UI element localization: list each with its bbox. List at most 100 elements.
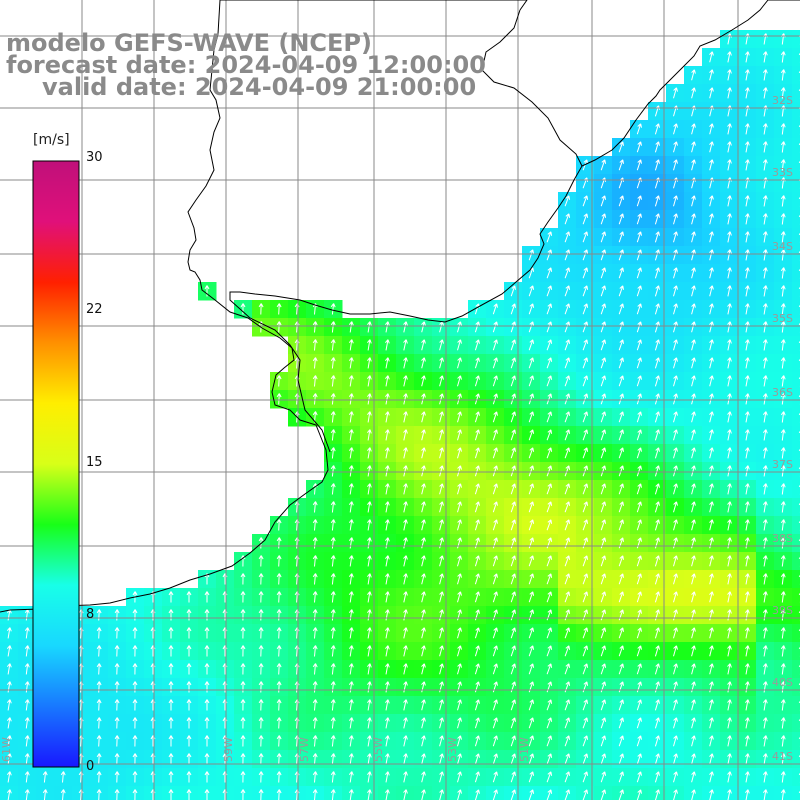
wind-arrow xyxy=(330,411,336,423)
wind-arrow xyxy=(600,213,607,225)
wind-arrow xyxy=(96,699,102,711)
grid-labels: 61W 59W 57W 55W 53W 51W 32S 33S 34S 35S 36S 37S 38S 3… xyxy=(0,94,793,763)
wind-arrow xyxy=(168,681,174,693)
wind-arrow xyxy=(528,249,535,261)
wind-arrow xyxy=(439,393,444,405)
wind-cell xyxy=(792,246,800,265)
wind-arrow xyxy=(348,483,354,495)
wind-arrow xyxy=(727,789,732,800)
wind-arrow xyxy=(564,645,571,657)
wind-arrow xyxy=(403,645,408,657)
wind-arrow xyxy=(457,573,462,585)
title-model: modelo GEFS-WAVE (NCEP) xyxy=(6,29,372,57)
wind-arrow xyxy=(492,339,498,351)
wind-arrow xyxy=(421,537,426,549)
wind-arrow xyxy=(564,231,571,243)
wind-arrow xyxy=(276,591,282,603)
wind-cell xyxy=(792,606,800,625)
wind-arrow xyxy=(385,339,390,351)
wind-arrow xyxy=(727,339,732,351)
wind-arrow xyxy=(186,753,192,765)
wind-arrow xyxy=(691,627,696,639)
wind-arrow xyxy=(114,681,120,693)
lat-label: 37S xyxy=(772,458,793,471)
wind-arrow xyxy=(673,285,678,297)
wind-arrow xyxy=(457,321,462,333)
wind-arrow xyxy=(348,609,354,621)
wind-arrow xyxy=(474,573,480,585)
wind-arrow xyxy=(709,717,714,729)
wind-arrow xyxy=(403,591,408,603)
wind-arrow xyxy=(330,339,336,351)
wind-arrow xyxy=(636,699,642,711)
wind-arrow xyxy=(546,771,553,783)
wind-arrow xyxy=(673,213,678,225)
wind-arrow xyxy=(439,573,444,585)
wind-arrow xyxy=(114,735,120,747)
wind-arrow xyxy=(114,789,120,800)
wind-arrow xyxy=(204,663,210,675)
wind-arrow xyxy=(385,681,390,693)
wind-arrow xyxy=(168,717,174,729)
wind-arrow xyxy=(528,501,535,513)
wind-arrow xyxy=(510,465,516,477)
wind-arrow xyxy=(673,519,678,531)
wind-arrow xyxy=(709,393,714,405)
wind-arrow xyxy=(673,339,678,351)
wind-arrow xyxy=(385,357,390,369)
wind-arrow xyxy=(421,555,426,567)
wind-arrow xyxy=(439,717,444,729)
wind-arrow xyxy=(600,465,607,477)
wind-arrow xyxy=(276,555,282,567)
wind-arrow xyxy=(457,375,462,387)
wind-arrow xyxy=(546,519,553,531)
wind-arrow xyxy=(582,411,589,423)
wind-arrow xyxy=(276,771,282,783)
wind-arrow xyxy=(762,321,768,333)
wind-arrow xyxy=(457,591,462,603)
wind-arrow xyxy=(367,663,372,675)
wind-arrow xyxy=(745,573,750,585)
wind-cell xyxy=(792,588,800,607)
wind-arrow xyxy=(762,771,768,783)
wind-arrow xyxy=(348,411,354,423)
wind-arrow xyxy=(762,789,768,800)
wind-arrow xyxy=(709,501,714,513)
lat-label: 38S xyxy=(772,532,793,545)
wind-arrow xyxy=(762,123,768,135)
wind-arrow xyxy=(439,699,444,711)
wind-arrow xyxy=(528,411,535,423)
wind-arrow xyxy=(691,429,696,441)
wind-arrow xyxy=(276,681,282,693)
wind-arrow xyxy=(240,735,246,747)
wind-arrow xyxy=(330,591,336,603)
wind-arrow xyxy=(780,285,786,297)
wind-arrow xyxy=(492,555,498,567)
wind-arrow xyxy=(727,429,732,441)
wind-arrow xyxy=(457,393,462,405)
wind-arrow xyxy=(691,483,696,495)
wind-arrow xyxy=(421,339,426,351)
wind-arrow xyxy=(691,591,696,603)
wind-arrow xyxy=(780,627,786,639)
wind-arrow xyxy=(727,465,732,477)
wind-arrow xyxy=(439,663,444,675)
wind-arrow xyxy=(114,717,120,729)
wind-arrow xyxy=(780,591,786,603)
wind-arrow xyxy=(745,429,750,441)
wind-arrow xyxy=(330,375,336,387)
wind-arrow xyxy=(312,717,318,729)
wind-arrow xyxy=(403,735,408,747)
wind-arrow xyxy=(132,663,138,675)
wind-arrow xyxy=(546,285,553,297)
wind-arrow xyxy=(403,681,408,693)
wind-cell xyxy=(792,696,800,715)
wind-arrow xyxy=(691,231,696,243)
wind-arrow xyxy=(457,339,462,351)
wind-arrow xyxy=(636,231,642,243)
wind-arrow xyxy=(618,465,624,477)
wind-arrow xyxy=(546,411,553,423)
wind-cell xyxy=(792,300,800,319)
wind-arrow xyxy=(654,735,660,747)
wind-arrow xyxy=(709,213,714,225)
